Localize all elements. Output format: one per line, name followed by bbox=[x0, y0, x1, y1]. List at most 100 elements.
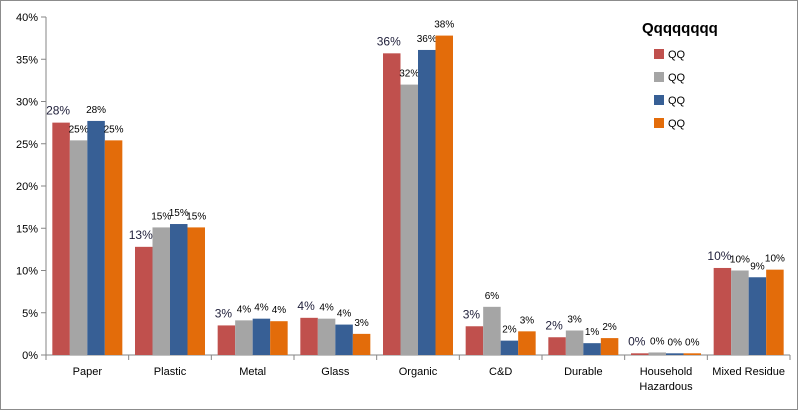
bar bbox=[300, 317, 318, 355]
data-label: 13% bbox=[129, 228, 153, 242]
bar bbox=[135, 246, 153, 355]
bar bbox=[418, 49, 436, 356]
legend-swatch bbox=[654, 72, 664, 82]
x-category-label: Paper bbox=[73, 366, 103, 378]
data-label: 3% bbox=[215, 306, 233, 320]
bar bbox=[87, 120, 105, 355]
x-category-label: Household bbox=[640, 366, 693, 378]
data-label: 15% bbox=[169, 208, 189, 219]
bar bbox=[548, 337, 566, 355]
bar bbox=[683, 353, 701, 355]
data-label: 3% bbox=[354, 318, 369, 329]
data-label: 0% bbox=[628, 334, 646, 348]
bar bbox=[270, 321, 288, 355]
data-label: 2% bbox=[545, 318, 563, 332]
data-label: 28% bbox=[46, 104, 70, 118]
data-label: 3% bbox=[463, 307, 481, 321]
bar bbox=[565, 330, 584, 355]
data-label: 38% bbox=[434, 20, 454, 31]
bar bbox=[170, 224, 188, 355]
bar bbox=[335, 324, 353, 355]
data-label: 4% bbox=[337, 309, 352, 320]
x-category-label: Hazardous bbox=[639, 381, 693, 393]
data-label: 0% bbox=[650, 336, 665, 347]
data-label: 36% bbox=[417, 34, 437, 45]
x-category-label: Metal bbox=[239, 366, 266, 378]
y-tick-label: 25% bbox=[16, 139, 38, 151]
bar bbox=[235, 320, 253, 355]
bar bbox=[217, 325, 236, 355]
bar bbox=[252, 318, 271, 355]
data-label: 4% bbox=[254, 303, 269, 314]
x-category-label: Glass bbox=[321, 366, 350, 378]
data-label: 9% bbox=[750, 261, 765, 272]
y-tick-label: 35% bbox=[16, 54, 38, 66]
bar bbox=[666, 353, 684, 355]
data-label: 15% bbox=[186, 211, 206, 222]
data-label: 4% bbox=[237, 304, 252, 315]
legend-swatch bbox=[654, 95, 664, 105]
bar bbox=[731, 270, 749, 355]
legend-label: QQ bbox=[668, 72, 686, 84]
data-label: 2% bbox=[602, 322, 617, 333]
data-label: 4% bbox=[297, 299, 315, 313]
data-label: 36% bbox=[377, 34, 401, 48]
bar bbox=[483, 306, 501, 355]
bar bbox=[400, 84, 418, 355]
bar bbox=[435, 35, 453, 356]
data-label: 4% bbox=[319, 303, 334, 314]
x-category-label: C&D bbox=[489, 366, 512, 378]
legend-title: Qqqqqqqq bbox=[642, 20, 718, 37]
data-label: 28% bbox=[86, 105, 106, 116]
legend-label: QQ bbox=[668, 95, 686, 107]
bar bbox=[104, 140, 123, 355]
bar bbox=[748, 277, 767, 355]
legend-label: QQ bbox=[668, 49, 686, 61]
bar bbox=[352, 333, 371, 355]
data-label: 0% bbox=[668, 337, 683, 348]
bar bbox=[713, 267, 732, 355]
bar bbox=[600, 338, 619, 355]
y-tick-label: 30% bbox=[16, 97, 38, 109]
x-category-label: Plastic bbox=[154, 366, 187, 378]
bar bbox=[69, 140, 88, 355]
data-label: 0% bbox=[685, 337, 700, 348]
bar bbox=[317, 318, 336, 355]
legend-swatch bbox=[654, 118, 664, 128]
bar bbox=[766, 269, 784, 355]
bar bbox=[631, 353, 649, 355]
data-label: 25% bbox=[104, 124, 124, 135]
data-label: 10% bbox=[707, 249, 731, 263]
legend-swatch bbox=[654, 49, 664, 59]
x-category-label: Durable bbox=[564, 366, 603, 378]
data-label: 15% bbox=[151, 211, 171, 222]
data-label: 3% bbox=[520, 315, 535, 326]
bar bbox=[583, 343, 601, 355]
bar bbox=[187, 227, 205, 355]
data-label: 4% bbox=[272, 305, 287, 316]
y-tick-label: 40% bbox=[16, 12, 38, 24]
bar bbox=[383, 53, 401, 356]
data-label: 3% bbox=[567, 314, 582, 325]
bar bbox=[52, 122, 70, 355]
bar bbox=[465, 326, 484, 355]
data-label: 2% bbox=[502, 325, 517, 336]
data-label: 10% bbox=[730, 255, 750, 266]
data-label: 10% bbox=[765, 254, 785, 265]
data-label: 32% bbox=[399, 69, 419, 80]
x-category-label: Mixed Residue bbox=[712, 366, 785, 378]
bar bbox=[648, 352, 666, 355]
data-label: 1% bbox=[585, 327, 600, 338]
y-tick-label: 20% bbox=[16, 181, 38, 193]
y-tick-label: 0% bbox=[22, 350, 38, 362]
y-tick-label: 10% bbox=[16, 266, 38, 278]
data-label: 6% bbox=[485, 291, 500, 302]
x-category-label: Organic bbox=[399, 366, 438, 378]
bar bbox=[518, 331, 536, 355]
data-label: 25% bbox=[69, 124, 89, 135]
y-tick-label: 15% bbox=[16, 223, 38, 235]
bar bbox=[152, 227, 170, 355]
y-tick-label: 5% bbox=[22, 308, 38, 320]
legend-label: QQ bbox=[668, 118, 686, 130]
